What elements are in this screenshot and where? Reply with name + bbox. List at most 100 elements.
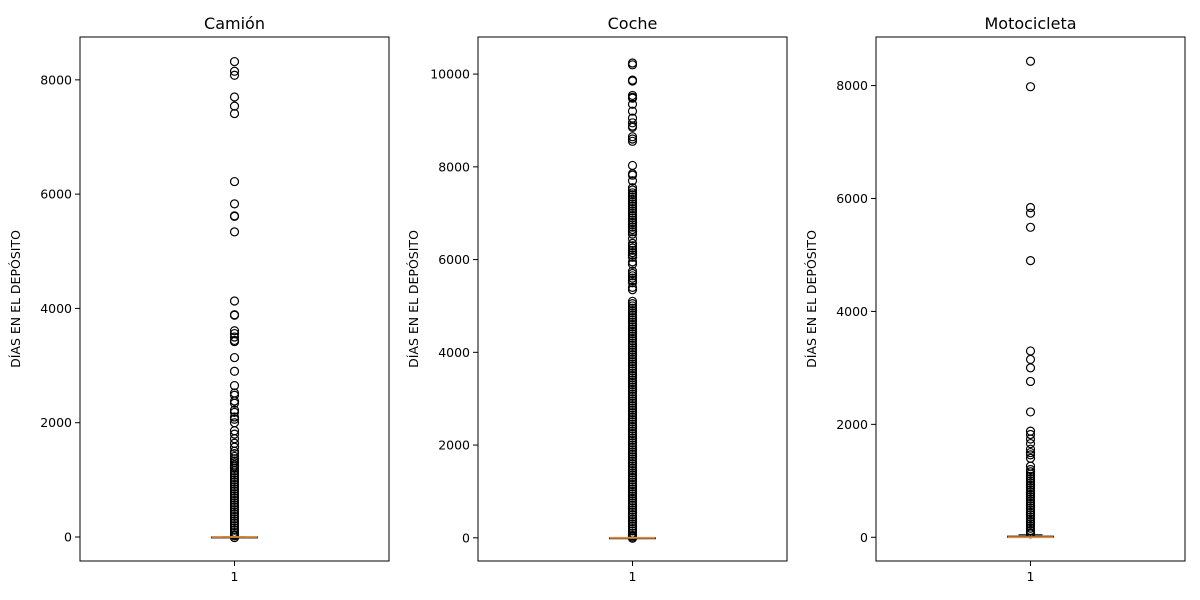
outlier-point	[627, 424, 638, 434]
outlier-point	[627, 459, 638, 469]
outlier-point	[229, 199, 240, 209]
outlier-point	[627, 396, 638, 406]
outlier-point	[627, 336, 638, 346]
outlier-point	[229, 442, 240, 452]
outlier-point	[229, 366, 240, 376]
y-tick-label: 6000	[836, 191, 868, 206]
plot-frame	[79, 36, 390, 562]
outlier-point	[627, 347, 638, 357]
outlier-point	[627, 241, 638, 251]
outlier-point	[229, 472, 240, 483]
outlier-point	[229, 470, 240, 480]
outlier-point	[627, 512, 638, 522]
outlier-point	[627, 132, 638, 142]
outlier-point	[627, 412, 638, 422]
outlier-point	[627, 245, 638, 255]
outlier-point	[627, 343, 638, 353]
outlier-point	[627, 213, 638, 223]
outlier-point	[229, 336, 240, 347]
outlier-point	[229, 495, 240, 506]
outlier-point	[627, 317, 638, 327]
outlier-point	[627, 370, 638, 381]
outlier-point	[627, 176, 638, 186]
outlier-point	[627, 354, 638, 364]
outlier-point	[627, 199, 638, 209]
outlier-point	[627, 500, 638, 510]
y-axis-label: DÍAS EN EL DEPÓSITO	[804, 230, 819, 368]
outlier-point	[229, 520, 240, 531]
outlier-point	[229, 326, 240, 336]
outlier-point	[627, 278, 638, 288]
outlier-point	[627, 491, 638, 501]
outlier-point	[627, 301, 638, 311]
outlier-point	[627, 322, 638, 332]
outlier-point	[627, 271, 638, 281]
outlier-point	[627, 345, 638, 355]
outlier-point	[627, 252, 638, 262]
y-axis-label: DÍAS EN EL DEPÓSITO	[8, 230, 23, 368]
outlier-point	[627, 197, 638, 207]
outlier-point	[229, 70, 240, 80]
outlier-point	[627, 514, 638, 524]
outlier-point	[627, 505, 638, 515]
outlier-point	[627, 222, 638, 232]
outlier-point	[229, 504, 240, 515]
outlier-point	[627, 516, 638, 527]
outlier-point	[229, 414, 240, 424]
outlier-point	[627, 387, 638, 397]
outlier-point	[627, 203, 638, 214]
outlier-point	[627, 299, 638, 309]
y-tick-label: 6000	[40, 187, 72, 202]
outlier-point	[627, 58, 638, 68]
y-tick-label: 6000	[438, 252, 470, 267]
outlier-point	[229, 479, 240, 490]
outlier-point	[627, 403, 638, 413]
outlier-point	[627, 118, 638, 128]
outlier-point	[229, 398, 240, 408]
outlier-point	[229, 518, 240, 528]
chart-panel-1: Camión DÍAS EN EL DEPÓSITO 0 2000 4000 6000 80…	[8, 14, 390, 584]
outlier-point	[627, 136, 638, 146]
outlier-point	[229, 491, 240, 501]
outlier-point	[229, 176, 240, 187]
outlier-point	[1025, 354, 1036, 365]
outlier-point	[627, 275, 638, 286]
outlier-point	[627, 331, 638, 341]
x-tick-label: 1	[231, 569, 239, 584]
outlier-point	[627, 285, 638, 295]
y-tick-label: 8000	[40, 72, 72, 87]
outlier-point	[627, 507, 638, 517]
outlier-point	[1025, 407, 1036, 417]
outlier-point	[627, 282, 638, 293]
outlier-point	[627, 489, 638, 499]
outlier-point	[627, 170, 638, 180]
outlier-point	[229, 396, 240, 406]
y-tick-label: 2000	[40, 415, 72, 430]
outlier-point	[627, 296, 638, 306]
outlier-point	[229, 482, 240, 492]
outlier-point	[229, 475, 240, 485]
outlier-point	[229, 101, 240, 111]
outlier-point	[627, 310, 638, 320]
outlier-point	[627, 479, 638, 490]
outlier-point	[627, 382, 638, 392]
outlier-point	[627, 185, 638, 195]
outlier-point	[229, 227, 240, 237]
outlier-point	[627, 389, 638, 399]
outlier-point	[1025, 438, 1036, 449]
outlier-point	[627, 503, 638, 513]
outlier-point	[627, 106, 638, 116]
outlier-point	[627, 410, 638, 420]
outlier-point	[229, 352, 240, 363]
y-tick-label: 2000	[836, 417, 868, 432]
outlier-point	[627, 60, 638, 70]
outlier-point	[627, 433, 638, 443]
y-tick-label: 8000	[438, 159, 470, 174]
outlier-point	[627, 243, 638, 253]
outlier-point	[627, 456, 638, 466]
outlier-point	[627, 394, 638, 404]
outlier-point	[229, 429, 240, 439]
plot-frame	[477, 36, 788, 562]
outlier-point	[627, 468, 638, 478]
